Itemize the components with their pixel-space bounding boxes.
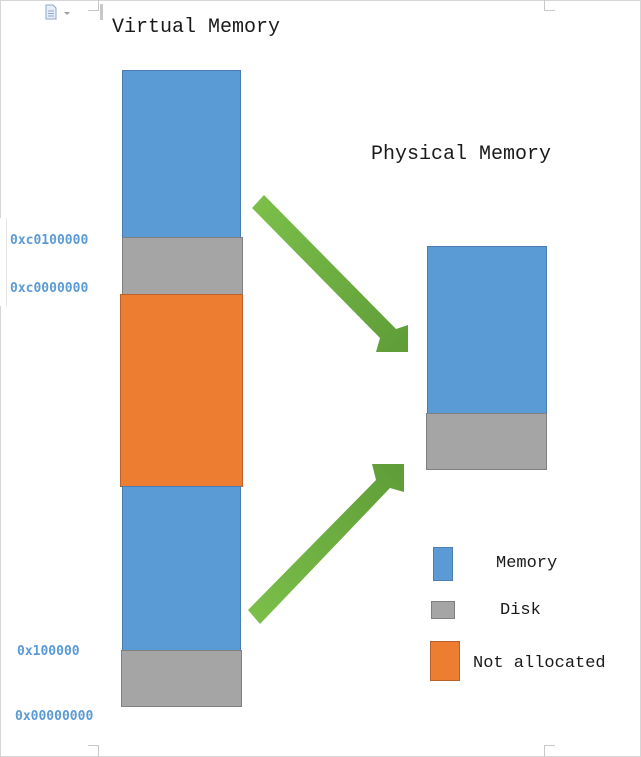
crop-mark-bottom-right <box>544 745 555 756</box>
virtual-disk-block-lower <box>121 650 242 707</box>
virtual-not-allocated-block <box>120 294 243 487</box>
legend-memory-swatch <box>433 547 453 581</box>
cursor-bar <box>100 4 103 20</box>
virtual-memory-title: Virtual Memory <box>112 16 281 39</box>
legend-disk-swatch <box>431 601 455 619</box>
crop-mark-top-right <box>544 0 555 11</box>
legend-memory-label: Memory <box>496 554 558 573</box>
arrow-down-right <box>252 195 408 352</box>
address-label-100000: 0x100000 <box>17 644 80 659</box>
address-label-c0100000: 0xc0100000 <box>10 233 89 248</box>
document-icon[interactable] <box>44 4 74 20</box>
legend-not-allocated-swatch <box>430 641 460 681</box>
virtual-memory-block-top <box>122 70 241 238</box>
crop-mark-bottom-left <box>88 745 99 756</box>
crop-mark-top-left <box>88 0 99 11</box>
left-margin-strip <box>0 218 7 306</box>
legend-not-allocated-label: Not allocated <box>473 654 606 673</box>
physical-memory-title: Physical Memory <box>371 143 552 166</box>
address-label-00000000: 0x00000000 <box>15 709 94 724</box>
physical-disk-block <box>426 413 547 470</box>
legend-disk-label: Disk <box>500 601 541 620</box>
virtual-memory-block-bottom <box>122 486 241 651</box>
arrow-up-right <box>248 464 404 624</box>
address-label-c0000000: 0xc0000000 <box>10 281 89 296</box>
physical-memory-block <box>427 246 547 414</box>
